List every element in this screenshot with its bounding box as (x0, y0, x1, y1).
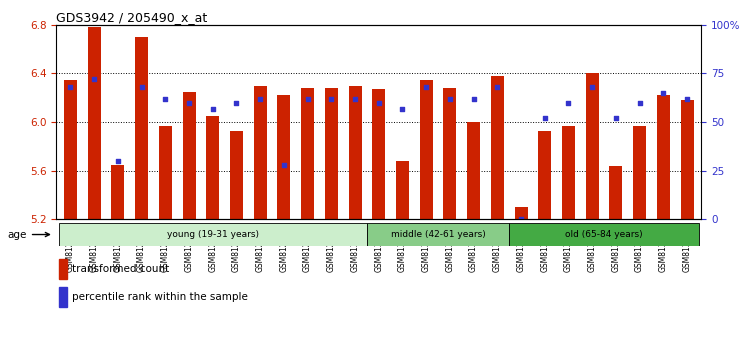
Bar (64, 80, 77, 219)
Bar (206, 116, 219, 219)
Point (586, 84, 598, 90)
Bar (88, 27, 100, 219)
Point (397, 106, 409, 112)
Point (420, 84, 432, 90)
Point (515, 217, 527, 222)
Point (183, 100, 195, 105)
Point (278, 162, 290, 168)
Bar (301, 88, 314, 219)
Point (444, 96, 456, 102)
Bar (372, 89, 386, 219)
Bar (59, 259, 68, 279)
Point (302, 96, 313, 102)
Bar (538, 131, 551, 219)
Bar (680, 100, 694, 219)
Point (634, 100, 646, 105)
Bar (135, 37, 148, 219)
Point (562, 100, 574, 105)
Point (159, 96, 171, 102)
Bar (509, 223, 699, 246)
Text: middle (42-61 years): middle (42-61 years) (391, 230, 485, 239)
Bar (230, 131, 243, 219)
Bar (443, 88, 457, 219)
Bar (514, 207, 527, 219)
Point (538, 115, 550, 121)
Text: GDS3942 / 205490_x_at: GDS3942 / 205490_x_at (56, 11, 208, 24)
Point (373, 100, 385, 105)
Bar (58, 223, 367, 246)
Bar (490, 76, 504, 219)
Point (64, 84, 76, 90)
Bar (112, 165, 125, 219)
Bar (396, 161, 409, 219)
Point (207, 106, 219, 112)
Point (254, 96, 266, 102)
Bar (609, 166, 622, 219)
Bar (586, 73, 598, 219)
Bar (633, 126, 646, 219)
Bar (59, 287, 68, 307)
Point (136, 84, 148, 90)
Bar (325, 88, 338, 219)
Text: old (65-84 years): old (65-84 years) (566, 230, 643, 239)
Bar (657, 95, 670, 219)
Bar (159, 126, 172, 219)
Bar (182, 92, 196, 219)
Point (230, 100, 242, 105)
Point (681, 96, 693, 102)
Text: young (19-31 years): young (19-31 years) (166, 230, 259, 239)
Text: age: age (8, 229, 50, 240)
Point (88, 76, 101, 82)
Point (657, 90, 669, 96)
Point (112, 158, 124, 164)
Bar (467, 122, 480, 219)
Point (610, 115, 622, 121)
Point (491, 84, 503, 90)
Text: transformed count: transformed count (72, 264, 170, 274)
Point (326, 96, 338, 102)
Bar (278, 95, 290, 219)
Bar (254, 86, 267, 219)
Point (467, 96, 479, 102)
Point (349, 96, 361, 102)
Bar (349, 86, 361, 219)
Bar (367, 223, 509, 246)
Bar (562, 126, 575, 219)
Text: percentile rank within the sample: percentile rank within the sample (72, 292, 248, 302)
Bar (420, 80, 433, 219)
